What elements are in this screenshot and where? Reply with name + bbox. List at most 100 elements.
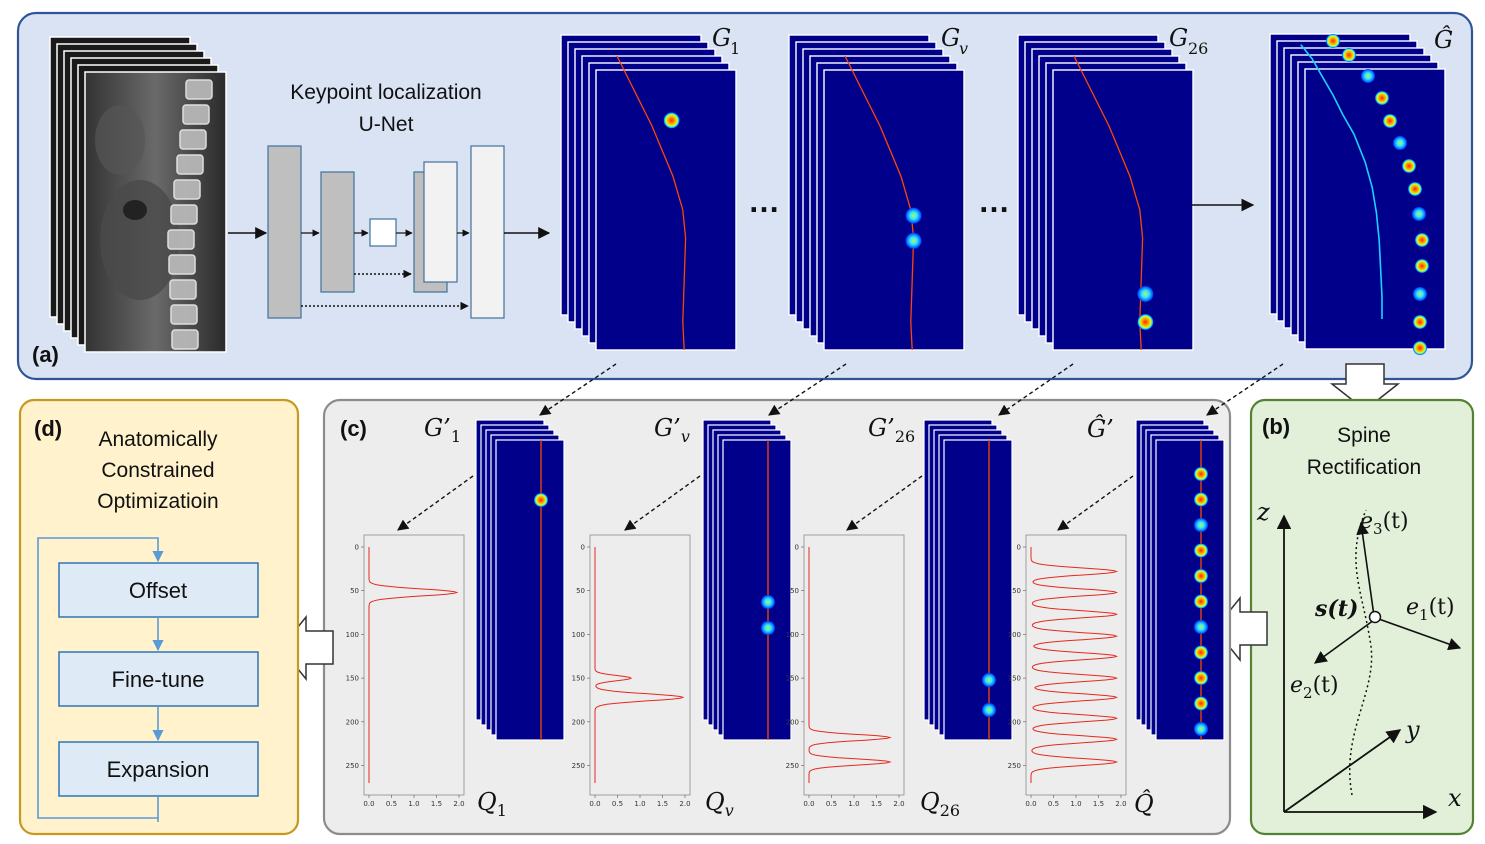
keypoint-blob	[905, 207, 922, 224]
x-tick-label: 0.5	[612, 800, 623, 808]
ellipsis-2: …	[978, 183, 1010, 219]
label-q-hat: Q̂	[1134, 790, 1154, 818]
ellipsis-1: …	[748, 183, 780, 219]
keypoint-blob	[1375, 91, 1389, 105]
unet-decoder-block-2	[470, 145, 505, 319]
y-tick-label: 0	[1017, 544, 1021, 552]
keypoint-blob	[1194, 543, 1208, 558]
dashed-arrow	[539, 363, 617, 416]
rectified-stack-g1	[475, 419, 565, 741]
keypoint-blob	[1412, 207, 1426, 221]
keypoint-blob	[1137, 314, 1154, 330]
x-tick-label: 1.0	[634, 800, 645, 808]
panel-c-label: (c)	[340, 416, 367, 441]
y-tick-label: 50	[350, 587, 359, 595]
label-gv-prime: G’v	[654, 414, 690, 446]
y-tick-label: 150	[572, 675, 585, 683]
heatmap-stack-gv	[788, 34, 965, 351]
y-tick-label: 250	[346, 762, 359, 770]
x-tick-label: 0.5	[386, 800, 397, 808]
block-arrow-down	[1329, 363, 1401, 411]
keypoint-blob	[1194, 671, 1208, 685]
x-tick-label: 2.0	[1115, 800, 1126, 808]
panel-b-title-line1: Spine	[1337, 424, 1391, 447]
keypoint-blob	[982, 673, 996, 687]
panel-b-label: (b)	[1262, 414, 1290, 439]
keypoint-blob	[1194, 594, 1208, 609]
y-tick-label: 200	[1008, 718, 1021, 726]
profile-line	[808, 547, 892, 783]
label-g26-sub: 26	[1188, 39, 1208, 58]
panel-d-title-line3: Optimizatioin	[97, 490, 218, 513]
x-tick-label: 2.0	[453, 800, 464, 808]
y-tick-label: 200	[346, 718, 359, 726]
step-finetune-box	[58, 651, 259, 707]
keypoint-blob	[1415, 233, 1429, 247]
unet-title-line1: Keypoint localization	[290, 81, 481, 104]
keypoint-blob	[1194, 722, 1208, 736]
ct-image-stack	[49, 36, 227, 353]
label-g26-base: G	[1169, 24, 1188, 52]
keypoint-blob	[1194, 645, 1208, 660]
panel-a-label: (a)	[32, 342, 59, 367]
x-tick-label: 1.5	[657, 800, 668, 808]
panel-a-box	[16, 11, 1474, 381]
label-qv: Qv	[705, 788, 734, 820]
keypoint-blob	[1413, 315, 1427, 329]
keypoint-blob	[1393, 136, 1407, 150]
vector-e3	[1356, 521, 1375, 617]
vector-e2	[1313, 619, 1375, 664]
unet-decoder-block-1	[423, 161, 458, 283]
keypoint-blob	[1413, 287, 1427, 301]
ct-vertebra	[170, 204, 198, 225]
keypoint-blob	[1194, 620, 1208, 634]
rectified-heatmap-stacks	[475, 419, 1225, 741]
axis-z-label: z	[1256, 498, 1270, 526]
panel-a: (a) Keypoint localization U-Net	[16, 11, 1474, 381]
label-g1-sub: 1	[730, 39, 740, 58]
ct-vertebra	[179, 129, 207, 150]
vector-e3-label: e3(t)	[1360, 509, 1409, 538]
step-expansion-box	[58, 741, 259, 797]
heatmap-layer	[943, 439, 1013, 741]
optimization-flow: Offset Fine-tune Expansion	[37, 537, 259, 822]
vector-e1	[1375, 617, 1462, 651]
x-tick-label: 1.5	[1093, 800, 1104, 808]
keypoint-blob	[1402, 159, 1416, 173]
ct-vertebra	[168, 254, 196, 275]
y-tick-label: 200	[572, 718, 585, 726]
curve-point	[1368, 610, 1382, 624]
spine-curve	[1348, 509, 1373, 796]
ct-vertebra	[169, 279, 197, 300]
x-tick-label: 0.0	[589, 800, 600, 808]
rectified-stack-combined	[1135, 419, 1225, 741]
y-tick-label: 150	[786, 675, 799, 683]
y-tick-label: 250	[572, 762, 585, 770]
label-g-hat: Ĝ	[1434, 25, 1453, 54]
y-tick-label: 150	[1008, 675, 1021, 683]
panel-d-title-line2: Constrained	[101, 459, 214, 482]
loop-connector	[37, 537, 164, 822]
step-offset-label: Offset	[129, 578, 187, 603]
x-tick-label: 1.0	[848, 800, 859, 808]
y-tick-label: 0	[355, 544, 359, 552]
y-tick-label: 250	[786, 762, 799, 770]
axis-y	[1283, 729, 1402, 813]
ct-vertebra	[182, 104, 210, 125]
x-tick-label: 1.0	[408, 800, 419, 808]
keypoint-blob	[1194, 492, 1208, 507]
unet-bottleneck	[369, 218, 397, 247]
label-q26: Q26	[920, 788, 960, 820]
heatmap-stack-g1	[560, 34, 737, 351]
x-tick-label: 0.5	[1048, 800, 1059, 808]
unet-title-line2: U-Net	[359, 113, 414, 136]
keypoint-blob	[1383, 114, 1397, 128]
step-offset-box	[58, 562, 259, 618]
keypoint-blob	[1326, 34, 1340, 48]
x-tick-label: 0.0	[1025, 800, 1036, 808]
keypoint-blob	[982, 703, 996, 717]
spine-centerline	[1300, 44, 1383, 319]
ct-vertebra	[176, 154, 204, 175]
heatmap-layer	[495, 439, 565, 741]
label-g-hat-prime: Ĝ’	[1087, 414, 1114, 443]
